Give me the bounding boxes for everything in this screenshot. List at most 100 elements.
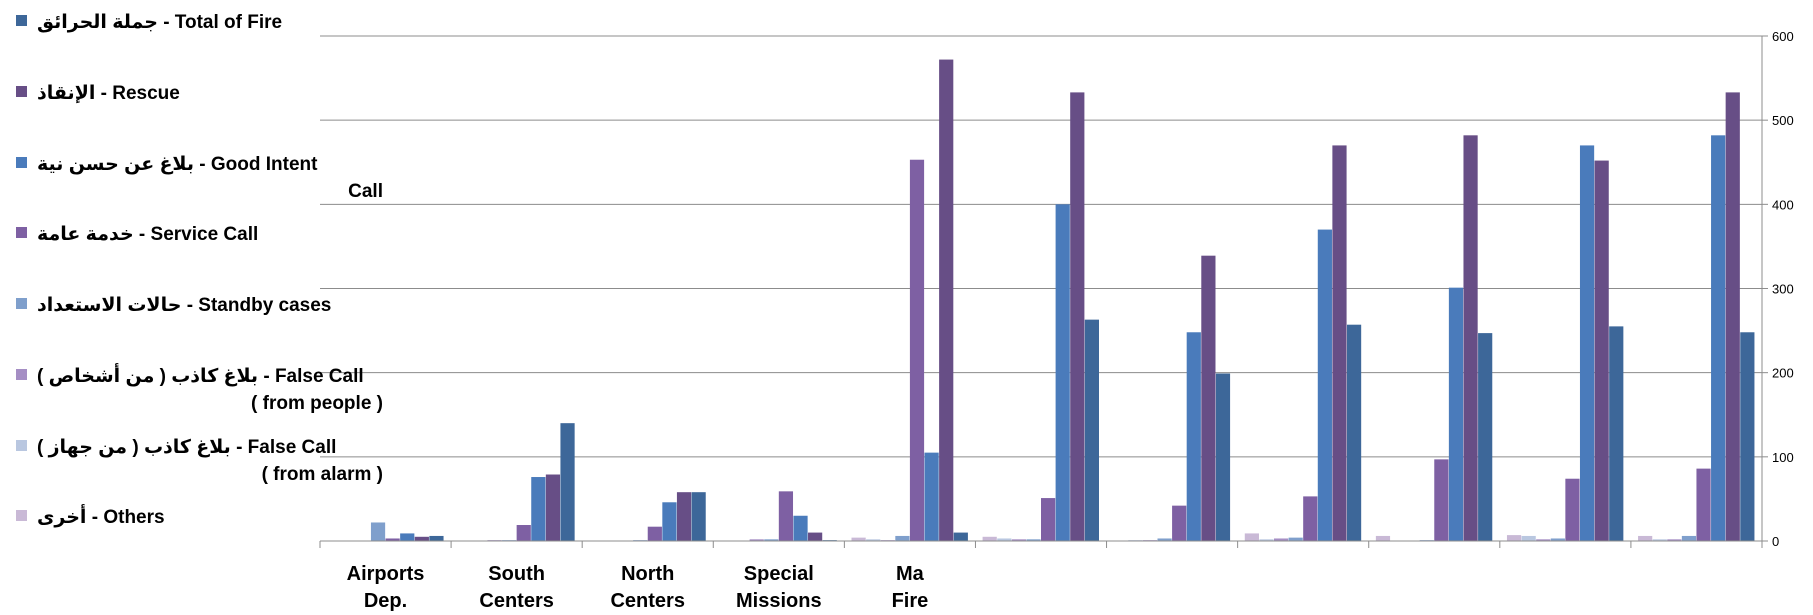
legend-label: خدمة عامة - Service Call [37, 224, 258, 245]
x-tick-label: Centers [479, 590, 553, 612]
bar [1273, 538, 1289, 541]
gridlines [320, 35, 1762, 458]
bar [1244, 533, 1259, 541]
bar [1434, 459, 1449, 541]
bar [1259, 539, 1274, 541]
legend-label: الإنقاذ - Rescue [37, 83, 180, 104]
bar [1215, 373, 1231, 541]
bar [1594, 160, 1609, 541]
x-axis-category-labels: Airports Dep. South Centers North Centers Spec… [347, 563, 929, 612]
bar [1711, 135, 1726, 541]
x-tick-label: Special [744, 563, 814, 585]
bar [662, 502, 677, 541]
bar [1536, 539, 1551, 541]
bar [1303, 496, 1318, 541]
x-tick-label: Airports [347, 563, 425, 585]
y-tick-label: 0 [1772, 534, 1779, 549]
bar [1026, 539, 1041, 541]
bar [414, 536, 429, 541]
bar [1478, 333, 1493, 541]
bar [1041, 498, 1056, 541]
y-tick-label: 300 [1772, 282, 1794, 297]
bar [1579, 145, 1595, 542]
bar [1288, 537, 1303, 541]
legend-swatch [16, 157, 27, 168]
x-tick-label: Fire [892, 590, 929, 612]
bar [370, 522, 386, 541]
bar [764, 539, 779, 541]
bar [997, 538, 1012, 541]
bar [808, 532, 823, 541]
x-tick-label: North [621, 563, 674, 585]
bar [516, 525, 531, 541]
legend-swatch [16, 298, 27, 309]
legend-swatch [16, 15, 27, 26]
bar [1740, 332, 1755, 541]
bar [939, 59, 954, 541]
bar [1725, 92, 1740, 541]
legend-label: بلاغ كاذب ( من جهاز ) - False Call [37, 437, 336, 458]
bar [1084, 319, 1099, 541]
bar [1565, 478, 1580, 541]
bar [1448, 287, 1464, 541]
bar [1011, 539, 1026, 541]
bar [1681, 535, 1697, 541]
bar [1652, 539, 1667, 541]
legend-swatch [16, 510, 27, 521]
bar [1667, 539, 1682, 541]
bar [560, 423, 575, 541]
y-tick-label: 200 [1772, 366, 1794, 381]
bar [429, 535, 444, 541]
bar [895, 535, 910, 541]
bar [691, 492, 706, 541]
x-tick-label: Ma [896, 563, 925, 585]
legend-swatch [16, 440, 27, 451]
bar [400, 533, 415, 541]
y-tick-label: 600 [1772, 29, 1794, 44]
bar [1696, 468, 1711, 541]
y-tick-label: 100 [1772, 450, 1794, 465]
bar [909, 159, 925, 542]
x-tick-label: Missions [736, 590, 822, 612]
x-tick-label: Centers [610, 590, 684, 612]
legend-label: ( from people ) [251, 393, 383, 414]
legend-swatch [16, 86, 27, 97]
bar [545, 474, 561, 541]
bar [647, 526, 662, 541]
bar [1157, 538, 1172, 541]
bar [1550, 538, 1565, 541]
bar [866, 539, 881, 541]
bar [1332, 145, 1347, 542]
bar [1186, 332, 1201, 541]
bar [953, 532, 968, 541]
bar [1070, 92, 1085, 541]
x-tick-label: Dep. [364, 590, 407, 612]
bar [1317, 229, 1332, 541]
bar [749, 539, 764, 541]
bars [370, 59, 1755, 542]
bar [1521, 535, 1536, 541]
legend-swatch [16, 369, 27, 380]
legend: جملة الحرائق - Total of Fire الإنقاذ - Re… [16, 12, 383, 528]
bar [1346, 324, 1362, 541]
bar [1172, 505, 1187, 541]
bar [676, 492, 692, 541]
bar [1201, 255, 1216, 541]
bar [778, 491, 794, 541]
y-axis-tick-labels: 0 100 200 300 400 500 600 [1772, 29, 1794, 549]
legend-label: أخرى - Others [37, 504, 165, 528]
bar [924, 452, 939, 542]
bar [982, 536, 997, 541]
legend-label: حالات الاستعداد - Standby cases [37, 295, 331, 316]
legend-label: جملة الحرائق - Total of Fire [37, 12, 282, 33]
legend-label: Call [348, 181, 383, 202]
legend-label: ( from alarm ) [262, 464, 383, 485]
bar [1638, 535, 1653, 541]
bar [531, 477, 546, 541]
axes [319, 35, 1768, 548]
y-tick-label: 400 [1772, 197, 1794, 212]
bar [385, 538, 400, 541]
bar [851, 537, 866, 541]
bar [1609, 326, 1624, 542]
